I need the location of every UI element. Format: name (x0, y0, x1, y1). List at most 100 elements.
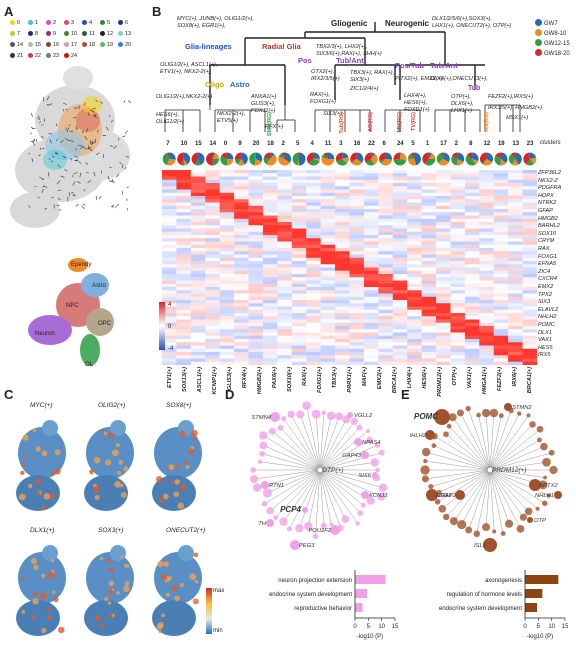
heatmap-cell (464, 339, 480, 343)
heatmap-cell (464, 326, 480, 330)
network-node (257, 459, 263, 464)
network-node (355, 521, 360, 526)
heatmap-cell (363, 176, 379, 181)
heatmap-cell (248, 183, 264, 187)
heatmap-cell (378, 319, 394, 324)
tf-annotation: FOXG1(+) (310, 99, 336, 105)
network-edge (425, 469, 491, 480)
heatmap-cell (277, 261, 293, 265)
heatmap-cell (219, 296, 235, 301)
panel-letter-d: D (225, 387, 235, 402)
heatmap-cell (493, 322, 509, 327)
heatmap-cell (421, 218, 437, 223)
heatmap-cell (176, 361, 192, 365)
heatmap-cell (306, 335, 321, 340)
heatmap-cell (176, 345, 192, 350)
x-tick-label: 10 (378, 624, 385, 630)
heatmap-cell (234, 274, 249, 278)
cluster-color-dot (10, 20, 15, 25)
heatmap-cell (522, 322, 537, 327)
heatmap-cell (262, 287, 278, 291)
heatmap-cell (219, 212, 235, 216)
column-tag: AD(RG) (368, 112, 375, 132)
heatmap-cell (176, 196, 192, 200)
heatmap-cell (176, 170, 192, 174)
x-axis-label: -log10 (P) (527, 634, 553, 640)
heatmap-cell (248, 303, 264, 307)
center-tf-node (316, 466, 324, 474)
velocity-arrow (46, 95, 50, 101)
stage-pie-slice (428, 152, 432, 159)
heatmap-cell (508, 280, 523, 285)
heatmap-cell (479, 290, 495, 294)
heatmap-cell (277, 173, 293, 177)
network-node (438, 505, 447, 513)
heatmap-cell (335, 306, 350, 311)
heatmap-cell (306, 205, 321, 210)
heatmap-cell (363, 358, 379, 363)
heatmap-cell (493, 215, 509, 220)
heatmap-cell (234, 290, 249, 294)
heatmap-cell (464, 358, 480, 363)
network-edge (319, 430, 369, 471)
heatmap-regulon-label: PRRX1(+) (346, 367, 353, 393)
heatmap-cell (234, 183, 249, 187)
heatmap-cell (248, 235, 264, 239)
heatmap-cell (450, 355, 466, 359)
heatmap-cell (291, 339, 307, 343)
stage-legend-label: GW12-15 (544, 41, 570, 47)
heatmap-cell (421, 306, 437, 311)
heatmap-cell (436, 212, 451, 216)
heatmap-cell (522, 290, 537, 294)
heatmap-cell (363, 179, 379, 184)
heatmap-cell (291, 235, 307, 239)
heatmap-cell (176, 300, 192, 304)
heatmap-cell (436, 293, 451, 298)
feature-expression-dot (156, 623, 163, 631)
heatmap-cell (176, 241, 192, 246)
velocity-arrow (81, 205, 85, 210)
heatmap-cell (421, 332, 437, 337)
heatmap-cell (392, 287, 408, 291)
heatmap-cell (335, 225, 350, 229)
heatmap-cell (421, 280, 437, 285)
heatmap-cell (450, 329, 466, 333)
heatmap-cell (234, 303, 249, 307)
velocity-arrow (43, 118, 46, 122)
cluster-number: 5 (296, 141, 300, 147)
heatmap-cell (262, 244, 278, 249)
cluster-color-dot (28, 20, 33, 25)
heatmap-cell (450, 322, 466, 327)
heatmap-cell (464, 254, 480, 259)
stage-pie-slice (515, 152, 522, 165)
cluster-legend-label: 18 (89, 42, 96, 48)
heatmap-cell (479, 296, 495, 301)
heatmap-cell (407, 332, 422, 337)
heatmap-cell (306, 251, 321, 255)
heatmap-cell (190, 290, 206, 294)
heatmap-cell (190, 345, 206, 350)
feature-expression-dot (174, 479, 180, 485)
heatmap-cell (493, 313, 509, 317)
heatmap-cell (349, 270, 365, 275)
heatmap-cell (320, 183, 336, 187)
heatmap-cell (335, 235, 350, 239)
heatmap-regulon-label: ETV1(+) (166, 367, 173, 388)
heatmap-cell (190, 293, 206, 298)
heatmap-cell (190, 319, 206, 324)
heatmap-cell (522, 332, 537, 337)
heatmap-cell (262, 319, 278, 324)
heatmap-cell (277, 277, 293, 281)
target-gene-label: STMN4 (251, 415, 271, 421)
heatmap-cell (493, 261, 509, 265)
heatmap-cell (306, 215, 321, 220)
heatmap-cell (234, 329, 249, 333)
stage-legend-label: GW7 (544, 21, 558, 27)
heatmap-cell (219, 287, 235, 291)
heatmap-cell (291, 319, 307, 324)
stage-pie-slice (220, 155, 228, 166)
heatmap-cell (522, 192, 537, 197)
cluster-legend-item: 15 (28, 42, 41, 48)
heatmap-cell (205, 189, 220, 194)
heatmap-cell (363, 264, 379, 268)
